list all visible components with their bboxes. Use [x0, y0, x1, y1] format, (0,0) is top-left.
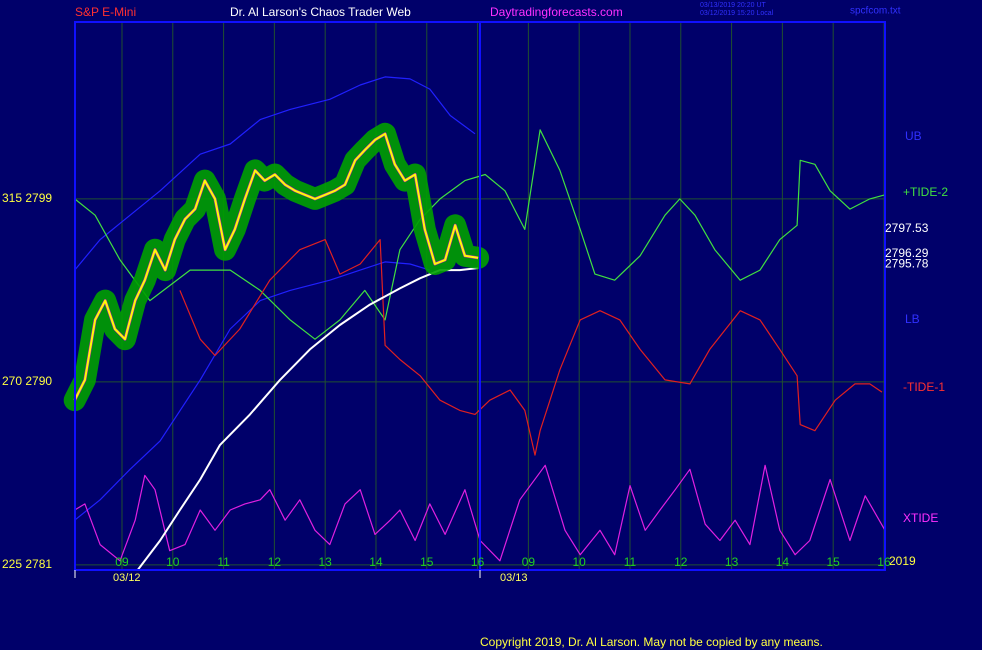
x-tick-label: 16	[471, 555, 485, 569]
y-tick-label: 225 2781	[2, 557, 52, 571]
chart-title: Dr. Al Larson's Chaos Trader Web	[230, 5, 411, 19]
plot-lines	[63, 76, 886, 571]
series-label: LB	[905, 312, 920, 326]
x-tick-label: 12	[674, 555, 688, 569]
x-tick-label: 09	[115, 555, 129, 569]
level-label: 2797.53	[885, 221, 929, 235]
x-tick-label: 12	[268, 555, 282, 569]
level-label: 2796.29	[885, 246, 929, 260]
x-tick-label: 13	[319, 555, 333, 569]
x-tick-label: 14	[369, 555, 383, 569]
date-label: 03/12	[113, 572, 141, 584]
series-line	[73, 132, 479, 401]
x-tick-label: 15	[827, 555, 841, 569]
series-label: +TIDE-2	[903, 185, 948, 199]
date-label: 03/13	[500, 572, 528, 584]
file-name: spcfcom.txt	[850, 6, 901, 17]
x-tick-label: 16	[877, 555, 891, 569]
series-line	[74, 76, 476, 271]
y-tick-label: 315 2799	[2, 191, 52, 205]
x-tick-label: 11	[624, 555, 637, 569]
copyright: Copyright 2019, Dr. Al Larson. May not b…	[480, 635, 823, 649]
instrument: S&P E-Mini	[75, 5, 136, 19]
series-line	[74, 464, 886, 562]
site: Daytradingforecasts.com	[490, 5, 623, 19]
series-line	[179, 239, 883, 456]
year-label: 2019	[889, 554, 916, 568]
y-tick-label: 270 2790	[2, 374, 52, 388]
timestamp: 03/12/2019 15:20 Local	[700, 10, 774, 17]
x-tick-label: 14	[776, 555, 790, 569]
series-label: UB	[905, 129, 922, 143]
series-label: -TIDE-1	[903, 380, 945, 394]
x-tick-label: 13	[725, 555, 739, 569]
x-tick-label: 10	[573, 555, 587, 569]
series-line	[74, 129, 886, 340]
x-tick-label: 15	[420, 555, 434, 569]
x-tick-label: 10	[166, 555, 180, 569]
x-tick-label: 11	[217, 555, 230, 569]
series-label: XTIDE	[903, 511, 938, 525]
series-line	[74, 261, 430, 521]
timestamp: 03/13/2019 20:20 UT	[700, 2, 766, 9]
level-label: 2795.78	[885, 257, 929, 271]
x-tick-label: 09	[522, 555, 536, 569]
